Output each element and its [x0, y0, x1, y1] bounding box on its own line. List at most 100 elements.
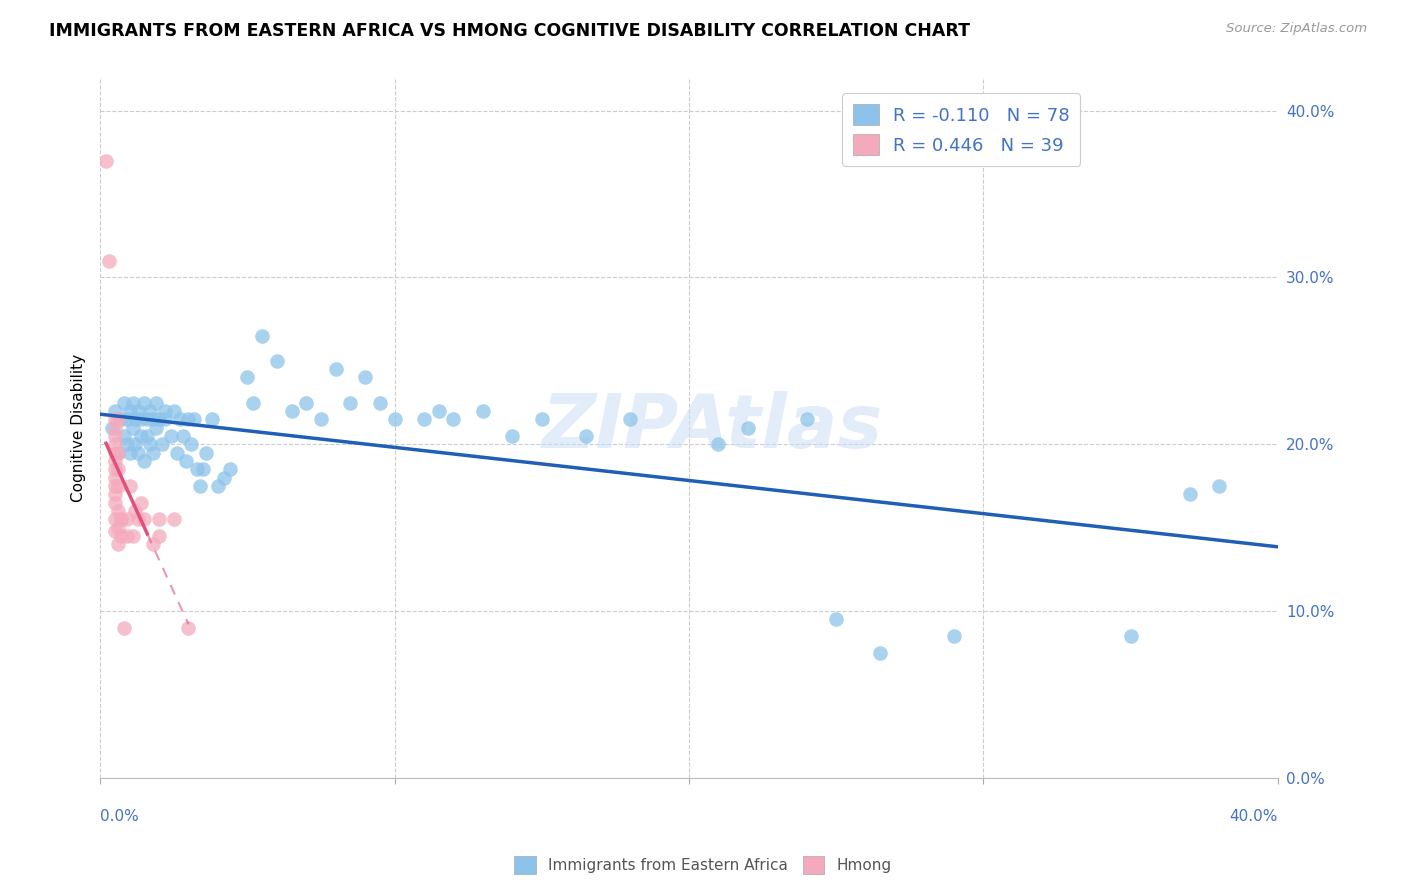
Point: [212, 470, 235, 484]
Point: [142, 412, 165, 426]
Point: [825, 612, 848, 626]
Point: [104, 524, 127, 538]
Point: [339, 395, 361, 409]
Point: [195, 445, 218, 459]
Point: [413, 412, 436, 426]
Point: [368, 395, 391, 409]
Point: [207, 479, 229, 493]
Point: [177, 621, 200, 635]
Point: [169, 412, 191, 426]
Point: [869, 646, 891, 660]
Point: [150, 437, 173, 451]
Point: [107, 445, 129, 459]
Point: [131, 412, 153, 426]
Point: [115, 437, 138, 451]
Point: [218, 462, 240, 476]
Point: [124, 504, 146, 518]
Point: [796, 412, 818, 426]
Point: [295, 395, 318, 409]
Y-axis label: Cognitive Disability: Cognitive Disability: [72, 353, 86, 501]
Point: [121, 395, 143, 409]
Point: [118, 404, 141, 418]
Point: [118, 479, 141, 493]
Point: [112, 429, 135, 443]
Point: [112, 621, 135, 635]
Point: [110, 512, 132, 526]
Point: [384, 412, 406, 426]
Point: [107, 537, 129, 551]
Point: [104, 470, 127, 484]
Point: [107, 462, 129, 476]
Point: [94, 153, 117, 168]
Point: [134, 454, 156, 468]
Point: [148, 529, 170, 543]
Point: [183, 412, 205, 426]
Point: [104, 412, 127, 426]
Point: [104, 512, 127, 526]
Point: [115, 529, 138, 543]
Point: [107, 520, 129, 534]
Point: [142, 537, 165, 551]
Point: [104, 437, 127, 451]
Text: IMMIGRANTS FROM EASTERN AFRICA VS HMONG COGNITIVE DISABILITY CORRELATION CHART: IMMIGRANTS FROM EASTERN AFRICA VS HMONG …: [49, 22, 970, 40]
Point: [127, 404, 149, 418]
Point: [737, 420, 759, 434]
Point: [174, 454, 197, 468]
Point: [186, 462, 208, 476]
Point: [619, 412, 641, 426]
Point: [201, 412, 224, 426]
Text: Source: ZipAtlas.com: Source: ZipAtlas.com: [1226, 22, 1367, 36]
Point: [104, 479, 127, 493]
Point: [280, 404, 302, 418]
Point: [121, 420, 143, 434]
Point: [104, 420, 127, 434]
Point: [107, 504, 129, 518]
Point: [236, 370, 259, 384]
Point: [163, 512, 186, 526]
Point: [1178, 487, 1201, 501]
Point: [309, 412, 332, 426]
Text: 0.0%: 0.0%: [100, 809, 139, 824]
Point: [707, 437, 730, 451]
Point: [188, 479, 211, 493]
Point: [110, 529, 132, 543]
Point: [124, 412, 146, 426]
Point: [104, 462, 127, 476]
Point: [115, 412, 138, 426]
Point: [145, 395, 167, 409]
Point: [104, 445, 127, 459]
Point: [112, 395, 135, 409]
Point: [153, 412, 176, 426]
Point: [107, 445, 129, 459]
Point: [136, 412, 159, 426]
Point: [325, 362, 347, 376]
Point: [1208, 479, 1230, 493]
Point: [97, 253, 120, 268]
Point: [145, 420, 167, 434]
Point: [110, 512, 132, 526]
Point: [110, 412, 132, 426]
Point: [1119, 629, 1142, 643]
Point: [172, 429, 194, 443]
Point: [163, 404, 186, 418]
Point: [139, 404, 162, 418]
Point: [139, 437, 162, 451]
Point: [354, 370, 377, 384]
Point: [131, 495, 153, 509]
Point: [118, 445, 141, 459]
Point: [115, 512, 138, 526]
Point: [142, 445, 165, 459]
Point: [101, 420, 124, 434]
Point: [530, 412, 553, 426]
Point: [131, 429, 153, 443]
Point: [148, 512, 170, 526]
Point: [443, 412, 465, 426]
Text: 40.0%: 40.0%: [1230, 809, 1278, 824]
Point: [134, 512, 156, 526]
Point: [124, 437, 146, 451]
Legend: R = -0.110   N = 78, R = 0.446   N = 39: R = -0.110 N = 78, R = 0.446 N = 39: [842, 94, 1080, 166]
Point: [104, 404, 127, 418]
Point: [575, 429, 598, 443]
Point: [107, 412, 129, 426]
Point: [180, 437, 202, 451]
